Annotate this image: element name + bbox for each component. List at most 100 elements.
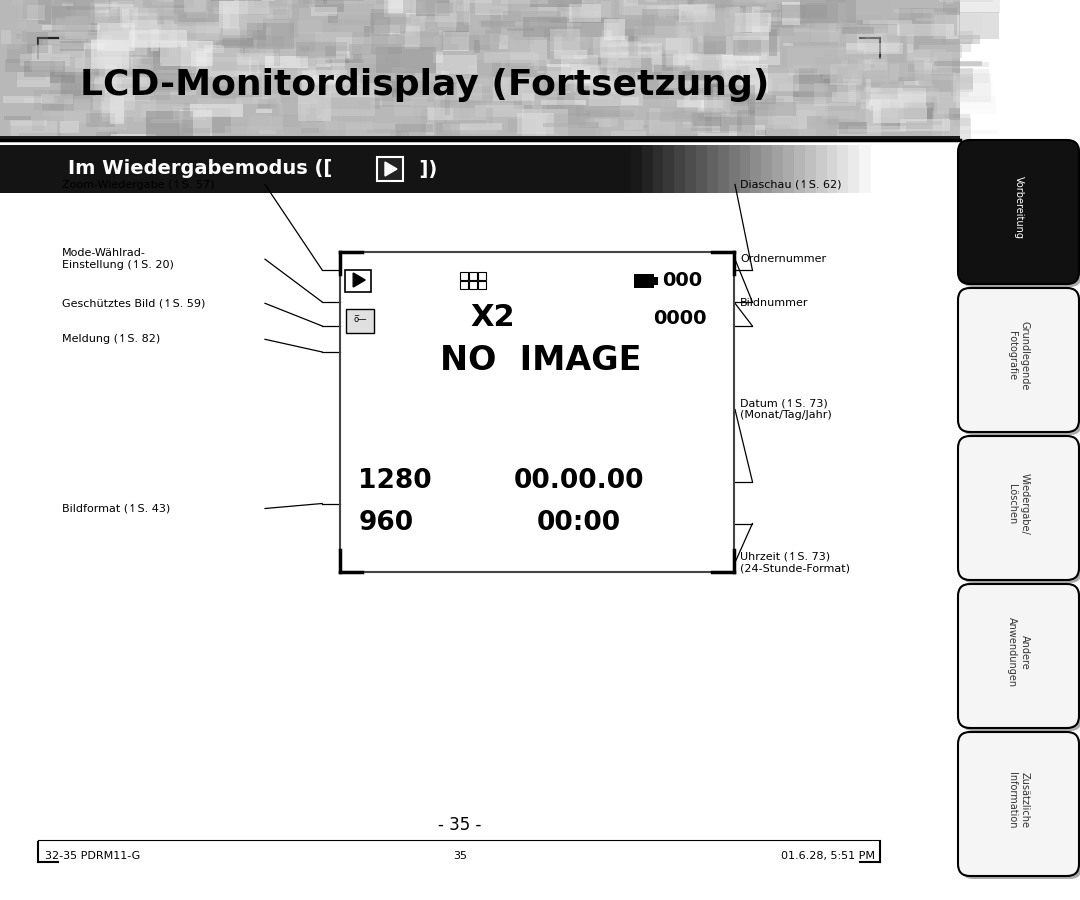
Bar bbox=[440, 31, 485, 34]
Bar bbox=[713, 86, 734, 94]
Bar bbox=[96, 23, 135, 50]
Bar bbox=[622, 0, 674, 20]
Bar bbox=[837, 145, 849, 193]
Bar bbox=[532, 145, 544, 193]
Bar bbox=[434, 36, 441, 53]
Bar bbox=[328, 14, 338, 22]
Bar bbox=[696, 145, 707, 193]
Bar bbox=[461, 0, 512, 14]
Bar bbox=[137, 34, 167, 40]
Bar bbox=[120, 145, 132, 193]
Bar bbox=[543, 145, 555, 193]
Bar bbox=[92, 42, 97, 67]
Bar bbox=[660, 56, 699, 65]
FancyBboxPatch shape bbox=[961, 735, 1080, 879]
Bar bbox=[296, 49, 309, 63]
Bar bbox=[359, 1, 388, 19]
Bar bbox=[686, 18, 693, 32]
Bar bbox=[297, 21, 322, 34]
Bar bbox=[325, 46, 362, 63]
Bar bbox=[754, 10, 780, 17]
Bar bbox=[204, 45, 225, 53]
Bar bbox=[800, 0, 855, 23]
Bar bbox=[693, 112, 721, 126]
Bar bbox=[899, 8, 957, 36]
Bar bbox=[605, 63, 613, 89]
Bar bbox=[480, 21, 503, 25]
Bar bbox=[704, 15, 744, 40]
Text: Im Wiedergabemodus ([: Im Wiedergabemodus ([ bbox=[68, 159, 346, 178]
Bar bbox=[638, 44, 653, 50]
Bar bbox=[514, 99, 532, 110]
Bar bbox=[604, 108, 637, 112]
Bar bbox=[318, 93, 324, 115]
Bar bbox=[370, 101, 410, 105]
Bar bbox=[44, 135, 73, 139]
Bar bbox=[565, 0, 625, 18]
Bar bbox=[336, 75, 392, 94]
Bar bbox=[345, 48, 400, 72]
Bar bbox=[643, 72, 698, 99]
Bar bbox=[653, 0, 692, 14]
Bar bbox=[882, 79, 890, 108]
Bar bbox=[197, 98, 242, 116]
Bar bbox=[416, 0, 449, 16]
Bar bbox=[42, 25, 100, 30]
Bar bbox=[43, 97, 66, 116]
Bar bbox=[930, 75, 973, 90]
Bar bbox=[32, 47, 85, 72]
Bar bbox=[76, 145, 87, 193]
Bar bbox=[389, 8, 411, 24]
Bar bbox=[297, 132, 327, 136]
Bar bbox=[598, 23, 629, 39]
Bar bbox=[856, 25, 901, 52]
Bar bbox=[428, 108, 486, 121]
Bar bbox=[19, 1, 72, 12]
Text: X2: X2 bbox=[470, 303, 515, 332]
Bar bbox=[470, 76, 524, 95]
Bar bbox=[444, 124, 497, 134]
Bar bbox=[413, 0, 424, 12]
Bar bbox=[595, 70, 617, 94]
Bar bbox=[27, 32, 49, 53]
Bar bbox=[445, 95, 450, 115]
Bar bbox=[700, 13, 744, 33]
Bar bbox=[228, 145, 240, 193]
Bar bbox=[899, 76, 939, 80]
Bar bbox=[478, 281, 486, 289]
Bar bbox=[97, 45, 133, 68]
Bar bbox=[586, 119, 618, 127]
FancyBboxPatch shape bbox=[958, 288, 1079, 432]
Bar bbox=[219, 0, 239, 28]
Bar bbox=[433, 52, 443, 63]
Bar bbox=[786, 49, 845, 69]
Bar bbox=[860, 104, 881, 134]
Bar bbox=[808, 22, 860, 35]
Bar bbox=[861, 101, 880, 109]
Bar bbox=[110, 96, 123, 123]
Bar bbox=[395, 71, 416, 79]
Bar bbox=[46, 0, 76, 16]
Bar bbox=[242, 72, 264, 95]
Bar bbox=[206, 12, 246, 36]
Bar bbox=[490, 9, 501, 34]
Bar bbox=[781, 12, 794, 36]
Text: o̅—: o̅— bbox=[353, 316, 367, 325]
Bar bbox=[441, 71, 449, 78]
Bar bbox=[948, 68, 989, 83]
Bar bbox=[538, 10, 584, 29]
Bar bbox=[739, 38, 750, 59]
Bar bbox=[735, 60, 761, 74]
Bar bbox=[791, 125, 845, 130]
Bar bbox=[469, 117, 504, 133]
Bar bbox=[222, 1, 264, 31]
Bar bbox=[12, 19, 40, 33]
Bar bbox=[35, 45, 52, 54]
Bar bbox=[885, 33, 905, 63]
Bar bbox=[866, 79, 872, 109]
Bar bbox=[874, 58, 907, 62]
Bar bbox=[448, 75, 473, 104]
Bar bbox=[494, 76, 535, 101]
Bar bbox=[265, 56, 308, 68]
Bar bbox=[833, 92, 869, 102]
